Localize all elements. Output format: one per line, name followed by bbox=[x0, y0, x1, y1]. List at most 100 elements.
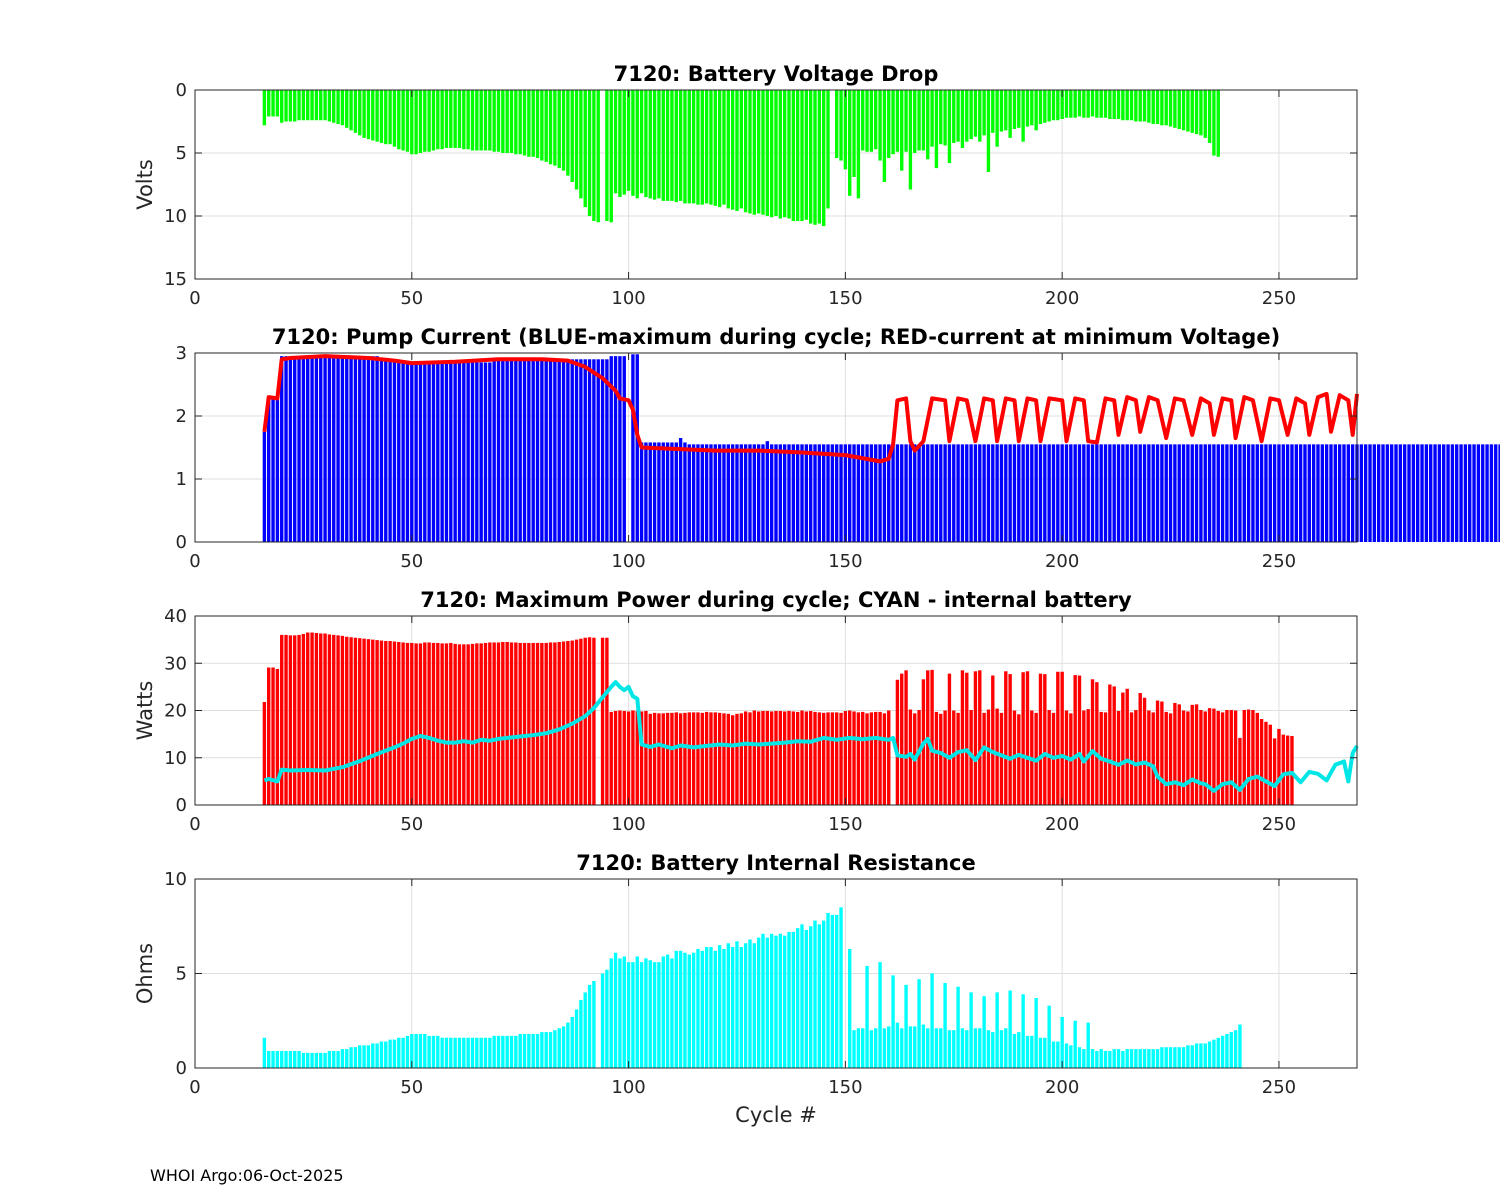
bar bbox=[874, 711, 878, 805]
bar bbox=[943, 90, 947, 146]
bar bbox=[488, 362, 492, 542]
bar bbox=[1420, 444, 1424, 542]
bar bbox=[457, 644, 462, 805]
x-tick-label: 250 bbox=[1262, 814, 1296, 835]
bar bbox=[1012, 444, 1017, 542]
bar bbox=[843, 710, 848, 805]
bar bbox=[540, 642, 544, 805]
bar bbox=[392, 1039, 397, 1068]
bar bbox=[366, 639, 371, 805]
bar bbox=[1099, 444, 1103, 542]
bar bbox=[1125, 444, 1129, 542]
bar bbox=[301, 356, 306, 542]
bar bbox=[865, 444, 869, 542]
bar bbox=[826, 712, 830, 805]
bar bbox=[501, 1035, 505, 1068]
bar bbox=[1238, 737, 1242, 805]
bar bbox=[843, 90, 848, 170]
bar bbox=[1160, 444, 1164, 542]
y-tick-label: 10 bbox=[164, 869, 187, 890]
bar bbox=[791, 931, 796, 1068]
bar bbox=[652, 442, 657, 542]
bar bbox=[1168, 90, 1173, 127]
bar bbox=[319, 356, 323, 542]
bar bbox=[934, 1028, 939, 1068]
bar bbox=[1489, 444, 1494, 542]
bar bbox=[661, 956, 665, 1068]
bar bbox=[1077, 444, 1082, 542]
bar bbox=[874, 1028, 878, 1068]
bar bbox=[817, 90, 822, 224]
y-tick-label: 40 bbox=[164, 606, 187, 627]
bar bbox=[952, 1030, 956, 1068]
bar bbox=[1329, 444, 1333, 542]
bar bbox=[280, 634, 284, 805]
bar bbox=[353, 1047, 358, 1068]
bar bbox=[548, 90, 553, 165]
bar bbox=[674, 950, 678, 1068]
bar bbox=[431, 642, 436, 805]
bar bbox=[952, 444, 956, 542]
bar bbox=[605, 637, 609, 805]
bar bbox=[835, 90, 839, 159]
bar bbox=[1212, 1039, 1216, 1068]
bar bbox=[826, 444, 830, 542]
bar bbox=[1160, 701, 1164, 805]
bar bbox=[271, 667, 275, 805]
bar bbox=[969, 992, 973, 1068]
bar bbox=[431, 362, 436, 542]
bar bbox=[518, 359, 522, 542]
bar bbox=[353, 356, 358, 542]
bar bbox=[1199, 90, 1203, 136]
bar bbox=[1051, 90, 1056, 121]
bar bbox=[631, 710, 635, 805]
bar bbox=[453, 362, 457, 542]
chart-panel-2: 0 50 100 150 200 250 0 1 2 3 7120: Pump Current (B… bbox=[176, 325, 1500, 572]
bar bbox=[605, 359, 609, 542]
bar bbox=[1025, 1035, 1030, 1068]
bar bbox=[301, 90, 306, 121]
bar bbox=[293, 90, 297, 122]
bar bbox=[1225, 710, 1229, 805]
bar bbox=[713, 90, 717, 206]
bar bbox=[761, 933, 765, 1068]
bar bbox=[462, 644, 466, 805]
bar bbox=[1203, 1043, 1207, 1068]
bar bbox=[748, 444, 752, 542]
bar bbox=[570, 359, 574, 542]
series-bars bbox=[262, 907, 1242, 1068]
bar bbox=[397, 1037, 401, 1068]
bar bbox=[939, 90, 943, 145]
bar bbox=[743, 711, 748, 805]
bar bbox=[1112, 686, 1116, 805]
bar bbox=[1194, 1043, 1199, 1068]
bar bbox=[423, 362, 427, 542]
bar bbox=[1004, 671, 1008, 805]
bar bbox=[1147, 90, 1151, 123]
bar bbox=[319, 90, 323, 121]
internal-battery-line bbox=[263, 680, 1359, 793]
bar bbox=[1142, 1049, 1147, 1068]
bar bbox=[1155, 444, 1160, 542]
bar bbox=[1008, 444, 1012, 542]
bar bbox=[947, 444, 952, 542]
bar bbox=[527, 90, 531, 157]
bar bbox=[748, 939, 752, 1068]
bar bbox=[848, 90, 852, 196]
bar bbox=[1116, 1049, 1121, 1068]
maximum-during-cycle-bars bbox=[262, 354, 1500, 542]
bar bbox=[358, 356, 362, 542]
bar bbox=[991, 675, 995, 805]
bar bbox=[900, 673, 904, 805]
x-tick-label: 100 bbox=[611, 551, 645, 572]
bar bbox=[743, 90, 748, 213]
bar bbox=[852, 1030, 856, 1068]
bar bbox=[1077, 90, 1082, 117]
bar bbox=[648, 442, 652, 542]
bar bbox=[908, 90, 913, 190]
bar bbox=[1311, 444, 1316, 542]
bar bbox=[717, 90, 722, 208]
bar bbox=[882, 1028, 887, 1068]
bar bbox=[930, 90, 934, 147]
bar bbox=[1268, 444, 1272, 542]
